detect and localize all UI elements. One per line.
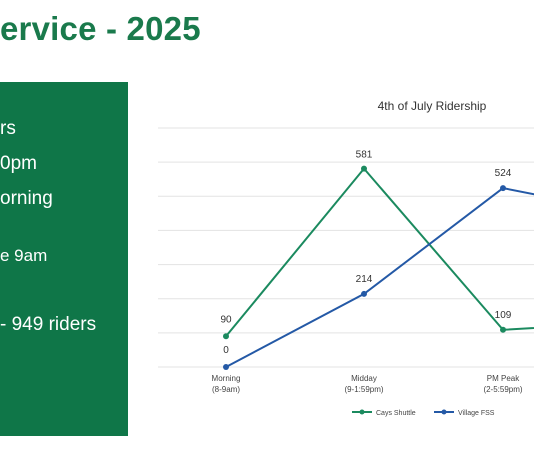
panel-line-1: rs — [0, 118, 16, 139]
summary-panel: rs 0pm orning e 9am - 949 riders — [0, 82, 128, 436]
panel-line-2: 0pm — [0, 153, 37, 174]
series-line-village-fss — [225, 187, 534, 368]
data-point — [500, 326, 506, 333]
legend-label: Cays Shuttle — [376, 410, 416, 417]
x-tick-label: Morning — [212, 374, 241, 383]
x-tick-label: (8-9am) — [212, 385, 240, 394]
x-tick-label: PM Peak — [487, 374, 520, 383]
data-label: 109 — [495, 310, 512, 321]
data-label: 0 — [223, 345, 229, 356]
legend-label: Village FSS — [458, 410, 495, 417]
data-point — [223, 333, 229, 340]
chart-title: 4th of July Ridership — [378, 99, 487, 113]
data-point — [500, 185, 506, 192]
data-label: 524 — [495, 168, 512, 179]
chart-svg: 4th of July Ridership Morning (8-9am) Midda… — [158, 99, 534, 417]
x-tick-label: Midday — [351, 374, 377, 383]
data-point — [361, 290, 367, 297]
ridership-chart: 4th of July Ridership Morning (8-9am) Midda… — [150, 90, 534, 430]
page-title: ervice - 2025 — [0, 10, 201, 47]
x-tick-label: (9-1:59pm) — [344, 385, 383, 394]
legend-marker — [359, 409, 365, 415]
series-line-cays-shuttle — [225, 167, 534, 337]
panel-line-5: - 949 riders — [0, 314, 97, 335]
data-label: 90 — [220, 314, 232, 325]
data-label: 581 — [356, 150, 373, 161]
data-point — [361, 165, 367, 172]
data-label: 214 — [356, 274, 373, 285]
panel-line-3: orning — [0, 188, 53, 209]
data-point — [223, 364, 229, 370]
x-tick-label: (2-5:59pm) — [483, 385, 522, 394]
panel-line-4: e 9am — [0, 246, 48, 265]
legend-marker — [441, 409, 447, 415]
